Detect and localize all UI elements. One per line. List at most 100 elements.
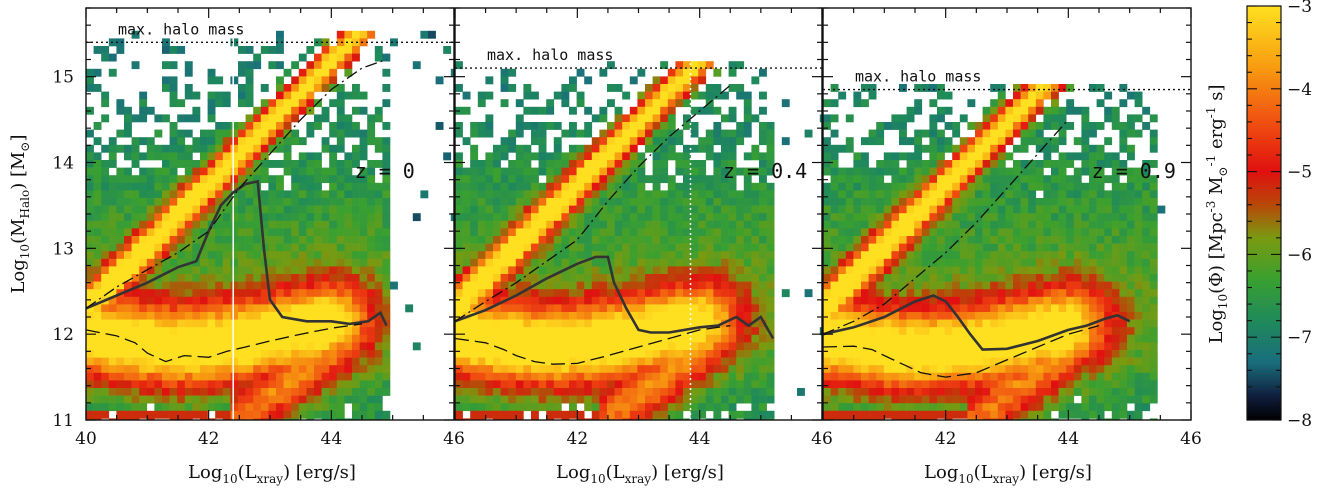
density-cell — [845, 198, 854, 206]
density-cell — [291, 205, 300, 214]
density-cell — [336, 289, 345, 298]
density-cell — [93, 198, 102, 206]
density-cell — [477, 395, 486, 404]
density-cell — [238, 122, 246, 130]
density-cell — [944, 296, 953, 305]
density-cell — [314, 190, 322, 199]
density-cell — [830, 198, 839, 206]
density-cell — [283, 372, 292, 381]
density-cell — [321, 84, 330, 92]
density-cell — [215, 228, 224, 237]
density-cell — [584, 357, 593, 366]
density-cell — [200, 296, 208, 305]
density-cell — [967, 350, 976, 358]
density-cell — [891, 198, 900, 206]
density-cell — [230, 205, 239, 214]
density-cell — [306, 281, 315, 290]
density-cell — [797, 388, 805, 396]
density-cell — [314, 312, 322, 320]
density-cell — [576, 182, 585, 191]
density-cell — [591, 266, 600, 275]
density-cell — [298, 182, 307, 191]
density-cell — [382, 296, 391, 305]
density-cell — [944, 327, 953, 336]
density-cell — [944, 266, 953, 275]
density-cell — [1119, 266, 1128, 275]
density-cell — [721, 251, 729, 260]
density-cell — [1119, 129, 1128, 138]
density-cell — [1096, 296, 1105, 305]
density-cell — [500, 84, 509, 92]
density-cell — [743, 236, 752, 244]
density-cell — [222, 205, 231, 214]
density-cell — [683, 220, 691, 229]
density-cell — [713, 312, 722, 320]
density-cell — [975, 205, 983, 214]
density-cell — [329, 258, 338, 267]
density-cell — [222, 289, 231, 298]
density-cell — [462, 395, 471, 404]
density-cell — [546, 312, 555, 320]
density-cell — [883, 281, 892, 290]
density-cell — [576, 152, 585, 161]
density-cell — [245, 410, 254, 419]
density-cell — [1020, 319, 1029, 328]
density-cell — [736, 380, 745, 389]
density-cell — [721, 182, 729, 191]
density-cell — [1013, 167, 1021, 176]
density-cell — [1058, 122, 1067, 130]
density-cell — [283, 122, 292, 130]
density-cell — [146, 182, 155, 191]
density-cell — [462, 137, 471, 146]
density-cell — [576, 144, 585, 153]
density-cell — [238, 365, 246, 374]
density-cell — [683, 213, 691, 222]
density-cell — [660, 91, 669, 100]
density-cell — [660, 372, 669, 381]
density-cell — [93, 372, 102, 381]
density-cell — [93, 167, 102, 176]
density-cell — [1043, 342, 1052, 351]
density-cell — [321, 236, 330, 244]
density-cell — [683, 418, 691, 420]
density-cell — [1013, 327, 1021, 336]
density-cell — [660, 167, 669, 176]
density-cell — [101, 99, 110, 108]
density-cell — [245, 327, 254, 336]
density-cell — [1119, 228, 1128, 237]
density-cell — [997, 167, 1006, 176]
density-cell — [93, 243, 102, 252]
density-cell — [1028, 99, 1037, 108]
density-cell — [1058, 304, 1067, 313]
density-cell — [599, 152, 608, 161]
density-cell — [207, 281, 216, 290]
density-cell — [614, 144, 623, 153]
density-cell — [200, 388, 208, 396]
density-cell — [367, 198, 376, 206]
density-cell — [230, 182, 239, 191]
density-cell — [344, 342, 353, 351]
density-cell — [937, 319, 945, 328]
density-cell — [743, 342, 752, 351]
density-cell — [690, 198, 699, 206]
density-cell — [260, 198, 269, 206]
density-cell — [736, 304, 745, 313]
density-cell — [500, 289, 509, 298]
density-cell — [952, 205, 961, 214]
density-cell — [728, 198, 737, 206]
density-cell — [359, 129, 368, 138]
density-cell — [645, 220, 653, 229]
density-cell — [493, 380, 501, 389]
x-tick-label: 40 — [75, 429, 97, 449]
density-cell — [959, 281, 968, 290]
density-cell — [1066, 236, 1075, 244]
density-cell — [997, 198, 1006, 206]
density-cell — [553, 91, 562, 100]
density-cell — [139, 365, 148, 374]
density-cell — [192, 281, 201, 290]
density-cell — [306, 46, 315, 54]
density-cell — [721, 274, 729, 282]
density-cell — [743, 357, 752, 366]
density-cell — [675, 266, 684, 275]
density-cell — [283, 236, 292, 244]
